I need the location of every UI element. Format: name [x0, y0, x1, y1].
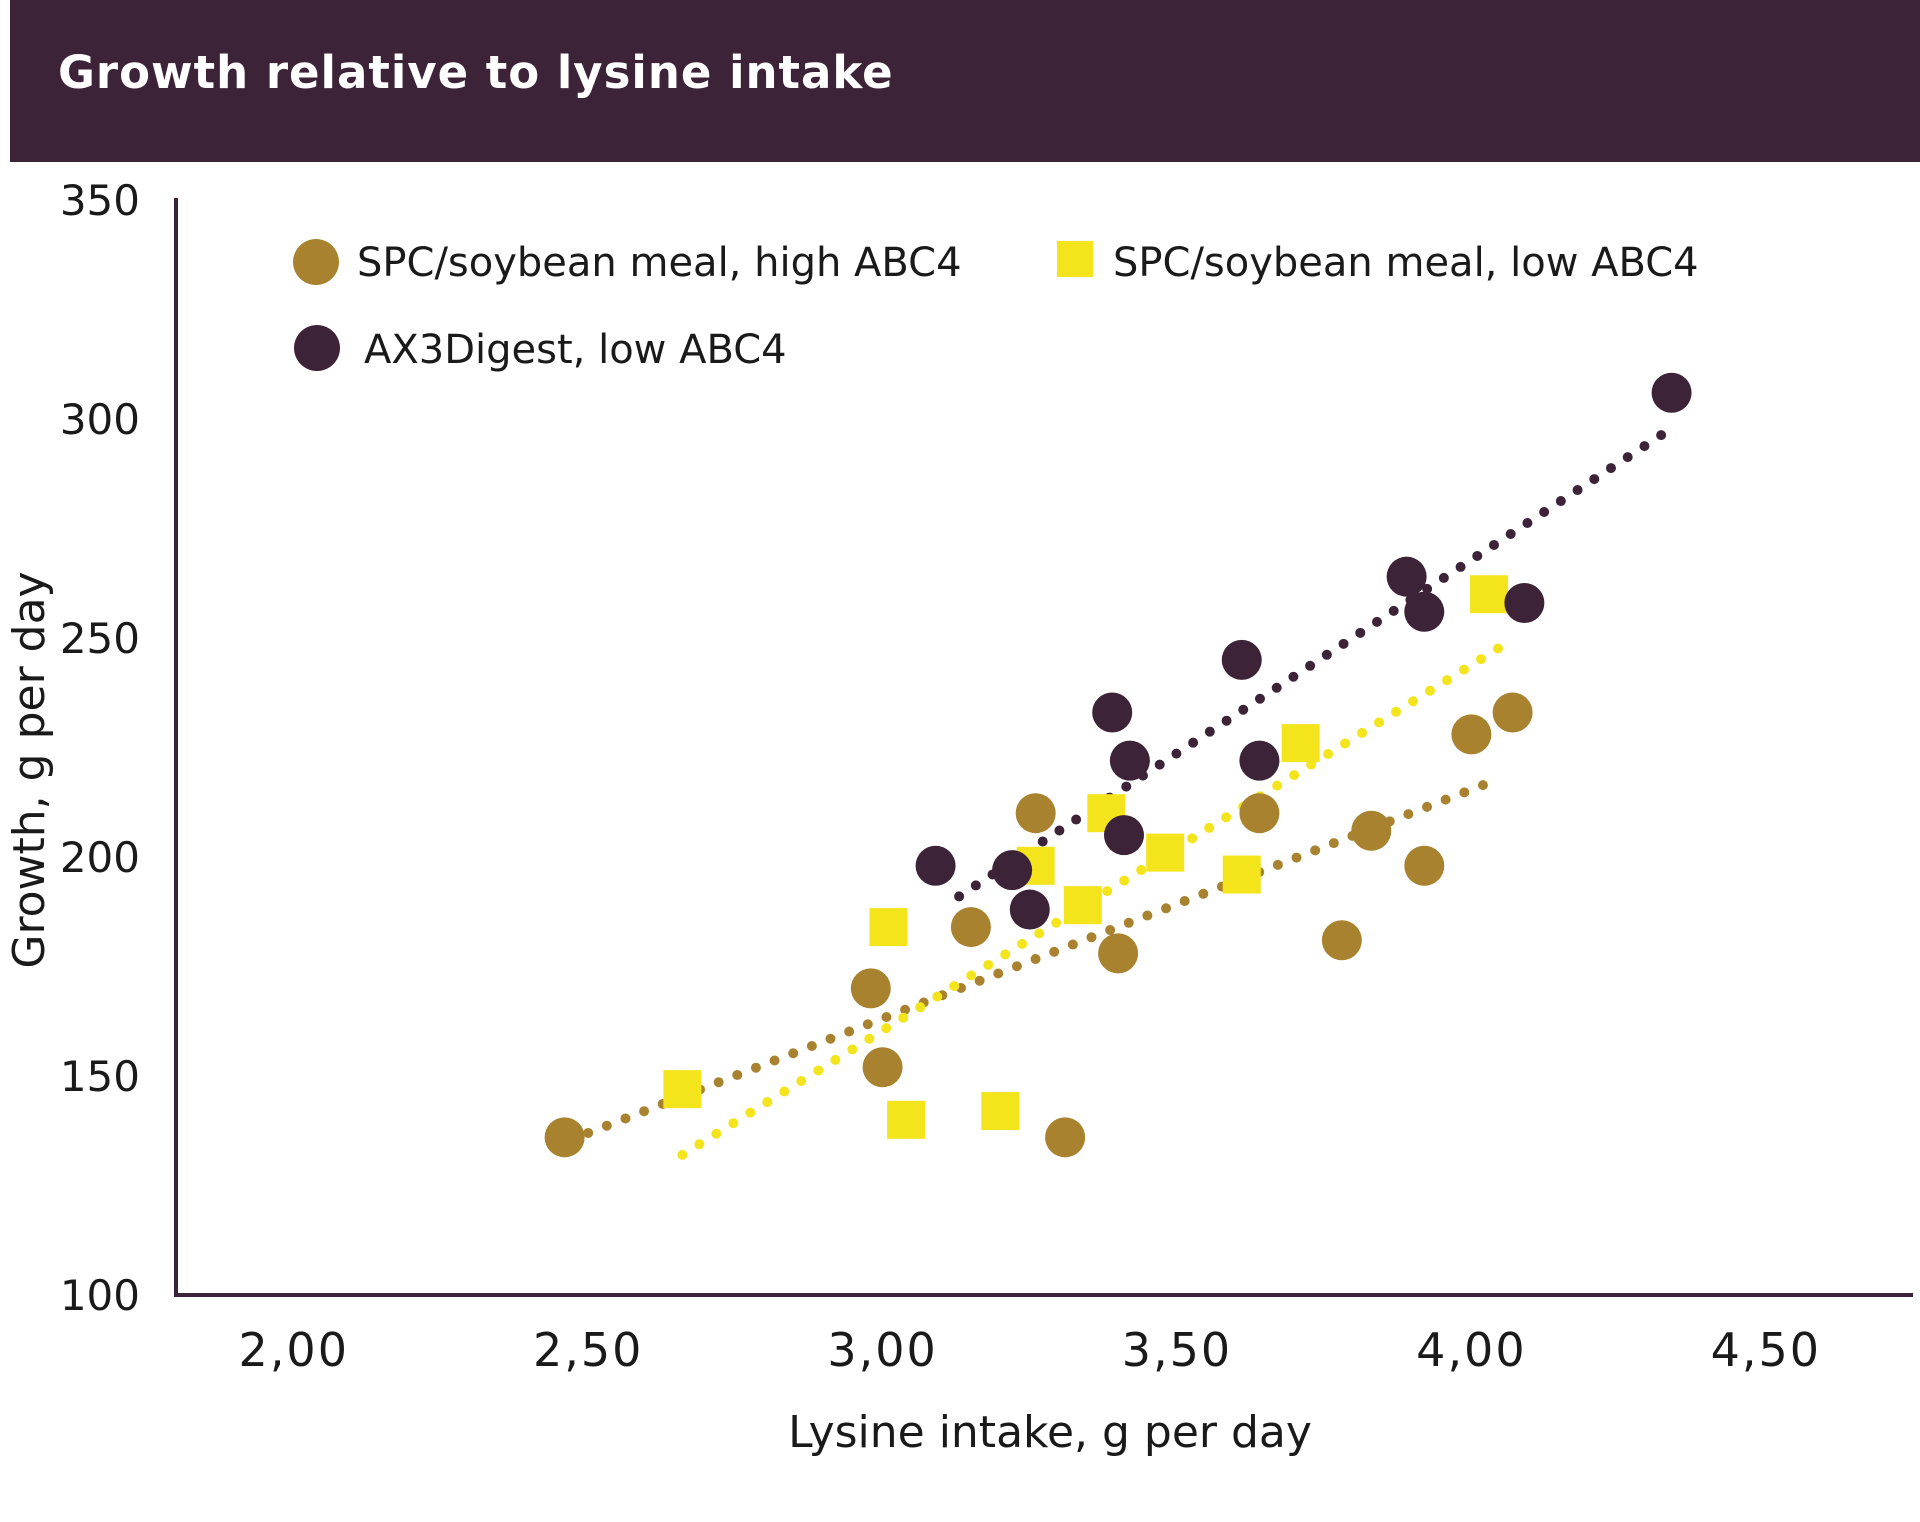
data-point-circle — [1092, 692, 1133, 733]
x-axis-label: Lysine intake, g per day — [788, 1407, 1312, 1458]
y-axis-label: Growth, g per day — [4, 571, 55, 968]
data-point-circle — [1321, 920, 1362, 961]
data-point-square — [887, 1100, 926, 1139]
y-tick-label: 200 — [60, 833, 140, 882]
data-point-circle — [1109, 740, 1150, 781]
data-point-circle — [1009, 889, 1050, 930]
data-point-circle — [1239, 740, 1280, 781]
x-tick-label: 3,50 — [1122, 1323, 1232, 1377]
data-point-circle — [862, 1047, 903, 1088]
data-point-circle — [1015, 793, 1056, 834]
data-point-square — [1281, 724, 1320, 763]
legend-label: SPC/soybean meal, high ABC4 — [357, 240, 962, 286]
x-tick-label: 2,00 — [239, 1323, 349, 1377]
trendline — [954, 427, 1671, 902]
x-tick-label: 3,00 — [827, 1323, 937, 1377]
legend-label: SPC/soybean meal, low ABC4 — [1113, 240, 1699, 286]
y-tick-label: 350 — [60, 176, 140, 225]
data-point-circle — [1651, 372, 1692, 413]
data-point-square — [869, 908, 908, 947]
axes: 100 150 200 250 300 350 2,00 2,50 3,00 3,50 4,00 4,… — [60, 176, 1913, 1377]
legend-marker-square — [1057, 241, 1093, 277]
trendline — [583, 773, 1506, 1138]
data-point-circle — [1451, 714, 1492, 755]
data-point-square — [1146, 833, 1185, 872]
chart-title: Growth relative to lysine intake — [58, 46, 894, 99]
data-point-circle — [1098, 933, 1139, 974]
data-point-square — [1222, 855, 1261, 894]
x-tick-label: 4,00 — [1416, 1323, 1526, 1377]
legend-marker-circle — [294, 325, 340, 371]
data-point-square — [1470, 575, 1509, 614]
y-tick-label: 300 — [60, 395, 140, 444]
legend-label: AX3Digest, low ABC4 — [364, 327, 787, 373]
data-point-circle — [1404, 591, 1445, 632]
data-point-circle — [1504, 582, 1545, 623]
title-bar: Growth relative to lysine intake — [10, 0, 1920, 162]
x-tick-label: 2,50 — [533, 1323, 643, 1377]
data-point-circle — [915, 845, 956, 886]
y-tick-label: 250 — [60, 614, 140, 663]
legend-marker-circle — [293, 239, 339, 285]
data-point-circle — [1492, 692, 1533, 733]
y-tick-label: 100 — [60, 1271, 140, 1320]
x-tick-label: 4,50 — [1711, 1323, 1821, 1377]
data-point-circle — [950, 907, 991, 948]
data-point-square — [663, 1070, 702, 1109]
y-tick-label: 150 — [60, 1052, 140, 1101]
data-points — [544, 372, 1692, 1158]
data-point-circle — [992, 850, 1033, 891]
data-point-square — [981, 1092, 1020, 1131]
trendlines — [583, 427, 1671, 1160]
data-point-circle — [1239, 793, 1280, 834]
data-point-circle — [1103, 815, 1144, 856]
data-point-circle — [1221, 639, 1262, 680]
data-point-circle — [1351, 810, 1392, 851]
data-point-circle — [1404, 845, 1445, 886]
legend: SPC/soybean meal, high ABC4 SPC/soybean m… — [293, 239, 1699, 373]
data-point-square — [1063, 886, 1102, 925]
data-point-circle — [544, 1117, 585, 1158]
data-point-circle — [1386, 556, 1427, 597]
data-point-circle — [1045, 1117, 1086, 1158]
data-point-circle — [850, 968, 891, 1009]
